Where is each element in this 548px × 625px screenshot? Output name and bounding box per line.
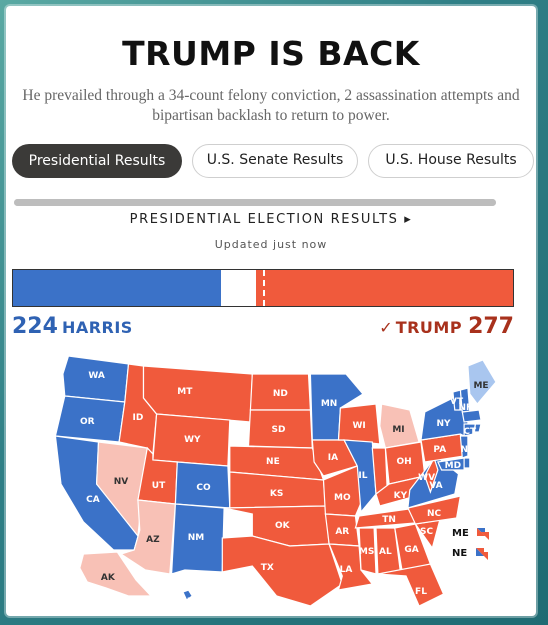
- state-label-wi: WI: [352, 421, 365, 431]
- state-label-ga: GA: [404, 545, 418, 555]
- state-ma[interactable]: [461, 409, 482, 423]
- trump-name: TRUMP: [395, 318, 463, 337]
- state-label-fl: FL: [415, 587, 427, 597]
- state-label-co: CO: [196, 483, 211, 493]
- state-label-me: ME: [473, 381, 488, 391]
- results-section-link[interactable]: PRESIDENTIAL ELECTION RESULTS ▸: [129, 212, 413, 227]
- results-tabs: Presidential Results U.S. Senate Results…: [12, 144, 536, 184]
- state-label-ak: AK: [101, 573, 116, 583]
- state-label-ia: IA: [328, 453, 338, 463]
- state-nj[interactable]: [459, 435, 469, 459]
- updated-timestamp: Updated just now: [214, 238, 328, 251]
- state-la[interactable]: [328, 543, 374, 591]
- tab-house-results[interactable]: U.S. House Results: [368, 144, 534, 178]
- winner-check-icon: ✓: [379, 318, 393, 337]
- harris-votes: 224: [12, 314, 58, 339]
- state-label-vt: VT: [450, 397, 464, 407]
- state-wv[interactable]: [424, 456, 439, 494]
- state-label-ct: CT: [463, 427, 477, 437]
- state-fl[interactable]: [377, 563, 445, 607]
- results-card: TRUMP IS BACK He prevailed through a 34-…: [6, 6, 536, 616]
- trump-tally: ✓ TRUMP 277: [379, 314, 514, 339]
- state-ak[interactable]: [79, 551, 153, 597]
- state-label-ne: NE: [266, 457, 280, 467]
- state-ri[interactable]: [473, 423, 482, 433]
- legend-me-label: ME: [452, 528, 469, 539]
- state-label-md: MD: [445, 461, 461, 471]
- state-label-tx: TX: [261, 563, 274, 573]
- legend-ne: NE: [452, 546, 490, 560]
- state-ms[interactable]: [358, 527, 377, 575]
- state-label-id: ID: [132, 413, 143, 423]
- majority-line: [263, 270, 265, 306]
- state-nm[interactable]: [170, 503, 225, 575]
- subhead: He prevailed through a 34-count felony c…: [22, 87, 520, 124]
- legend-me: ME: [452, 526, 491, 540]
- state-label-wa: WA: [88, 371, 105, 381]
- state-label-oh: OH: [397, 457, 412, 467]
- state-label-ny: NY: [436, 419, 451, 429]
- state-label-sd: SD: [272, 425, 286, 435]
- trump-bar-fill: [255, 270, 513, 306]
- state-label-ok: OK: [275, 521, 291, 531]
- tab-senate-results[interactable]: U.S. Senate Results: [192, 144, 358, 178]
- state-label-nh: NH: [458, 403, 473, 413]
- headline: TRUMP IS BACK: [122, 34, 420, 73]
- harris-name: HARRIS: [61, 318, 133, 337]
- state-label-sc: SC: [420, 527, 433, 537]
- tab-presidential-results[interactable]: Presidential Results: [12, 144, 182, 178]
- state-label-va: VA: [429, 481, 442, 491]
- state-label-ut: UT: [152, 481, 166, 491]
- state-label-al: AL: [379, 547, 392, 557]
- state-label-il: IL: [358, 471, 367, 481]
- state-md[interactable]: [437, 457, 465, 471]
- state-me[interactable]: [467, 359, 496, 405]
- state-mt[interactable]: [142, 365, 253, 423]
- state-label-ks: KS: [270, 489, 283, 499]
- state-label-wv: WV: [418, 473, 435, 483]
- state-label-tn: TN: [382, 515, 396, 525]
- state-label-or: OR: [80, 417, 95, 427]
- legend-ne-label: NE: [452, 548, 468, 559]
- tabs-scrollbar[interactable]: [14, 199, 496, 206]
- split-vote-ne-icon: [475, 548, 488, 560]
- state-label-nc: NC: [427, 509, 442, 519]
- split-vote-me-icon: [477, 528, 490, 540]
- state-label-nj: NJ: [461, 445, 472, 455]
- state-label-wy: WY: [184, 435, 201, 445]
- state-label-ar: AR: [335, 527, 349, 537]
- state-label-ms: MS: [359, 547, 374, 557]
- scrollbar-thumb[interactable]: [14, 199, 496, 206]
- state-label-nm: NM: [188, 533, 205, 543]
- state-label-mn: MN: [321, 399, 338, 409]
- state-label-ky: KY: [394, 491, 408, 501]
- state-label-nd: ND: [273, 389, 288, 399]
- state-label-la: LA: [340, 565, 353, 575]
- state-label-mt: MT: [177, 387, 193, 397]
- electoral-vote-bar: [12, 269, 514, 307]
- state-tx[interactable]: [221, 535, 344, 607]
- state-nc[interactable]: [407, 495, 462, 525]
- us-electoral-map[interactable]: WA OR CA NV ID MT WY UT AZ CO NM ND SD NE KS OK TX MN IA MO…: [46, 344, 496, 609]
- state-label-nv: NV: [114, 477, 129, 487]
- state-label-pa: PA: [433, 445, 446, 455]
- harris-bar-fill: [13, 270, 222, 306]
- state-de[interactable]: [463, 457, 471, 469]
- state-label-ca: CA: [86, 495, 100, 505]
- trump-votes: 277: [468, 314, 514, 339]
- state-ct[interactable]: [463, 423, 477, 437]
- harris-tally: 224 HARRIS: [12, 314, 133, 339]
- state-hi[interactable]: [182, 589, 194, 601]
- state-label-az: AZ: [146, 535, 160, 545]
- state-label-mi: MI: [392, 425, 404, 435]
- state-label-hi: HI: [187, 597, 198, 607]
- state-il[interactable]: [343, 439, 377, 514]
- state-label-mo: MO: [334, 493, 351, 503]
